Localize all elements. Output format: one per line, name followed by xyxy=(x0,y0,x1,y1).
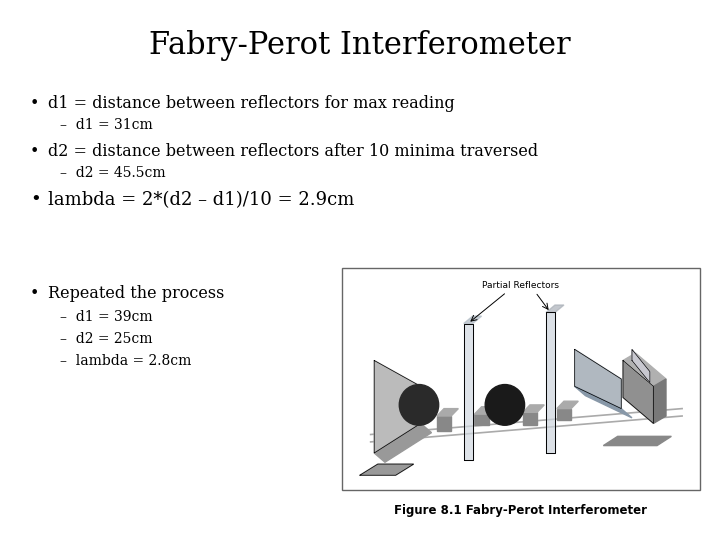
Polygon shape xyxy=(546,313,555,453)
Circle shape xyxy=(400,384,438,426)
Polygon shape xyxy=(557,401,578,409)
Polygon shape xyxy=(575,387,632,418)
Circle shape xyxy=(485,384,525,426)
Polygon shape xyxy=(374,361,420,453)
Polygon shape xyxy=(360,464,413,475)
Polygon shape xyxy=(464,316,482,323)
Polygon shape xyxy=(474,414,489,426)
Text: –  d1 = 39cm: – d1 = 39cm xyxy=(60,310,153,324)
Text: Fabry-Perot Interferometer: Fabry-Perot Interferometer xyxy=(149,30,571,61)
Text: –  d2 = 45.5cm: – d2 = 45.5cm xyxy=(60,166,166,180)
Polygon shape xyxy=(575,349,621,409)
Polygon shape xyxy=(632,349,650,383)
Text: Repeated the process: Repeated the process xyxy=(48,285,225,302)
Polygon shape xyxy=(654,379,666,423)
Bar xyxy=(342,268,700,490)
Polygon shape xyxy=(603,436,671,446)
Text: •: • xyxy=(30,191,41,209)
Polygon shape xyxy=(557,409,571,420)
Text: d2 = distance between reflectors after 10 minima traversed: d2 = distance between reflectors after 1… xyxy=(48,143,538,160)
Text: •: • xyxy=(30,285,40,302)
Polygon shape xyxy=(474,407,496,414)
Text: d1 = distance between reflectors for max reading: d1 = distance between reflectors for max… xyxy=(48,95,455,112)
Text: –  lambda = 2.8cm: – lambda = 2.8cm xyxy=(60,354,192,368)
Text: Figure 8.1 Fabry-Perot Interferometer: Figure 8.1 Fabry-Perot Interferometer xyxy=(395,504,647,517)
Polygon shape xyxy=(623,361,654,423)
Text: –  d2 = 25cm: – d2 = 25cm xyxy=(60,332,153,346)
Polygon shape xyxy=(546,305,564,313)
Polygon shape xyxy=(374,423,431,462)
Text: lambda = 2*(d2 – d1)/10 = 2.9cm: lambda = 2*(d2 – d1)/10 = 2.9cm xyxy=(48,191,354,209)
Text: –  d1 = 31cm: – d1 = 31cm xyxy=(60,118,153,132)
Text: •: • xyxy=(30,143,40,160)
Polygon shape xyxy=(523,413,537,426)
Text: •: • xyxy=(30,95,40,112)
Polygon shape xyxy=(464,323,472,461)
Polygon shape xyxy=(523,405,544,413)
Text: Partial Reflectors: Partial Reflectors xyxy=(482,281,559,290)
Polygon shape xyxy=(623,353,666,387)
Polygon shape xyxy=(437,409,459,416)
Polygon shape xyxy=(437,416,451,431)
